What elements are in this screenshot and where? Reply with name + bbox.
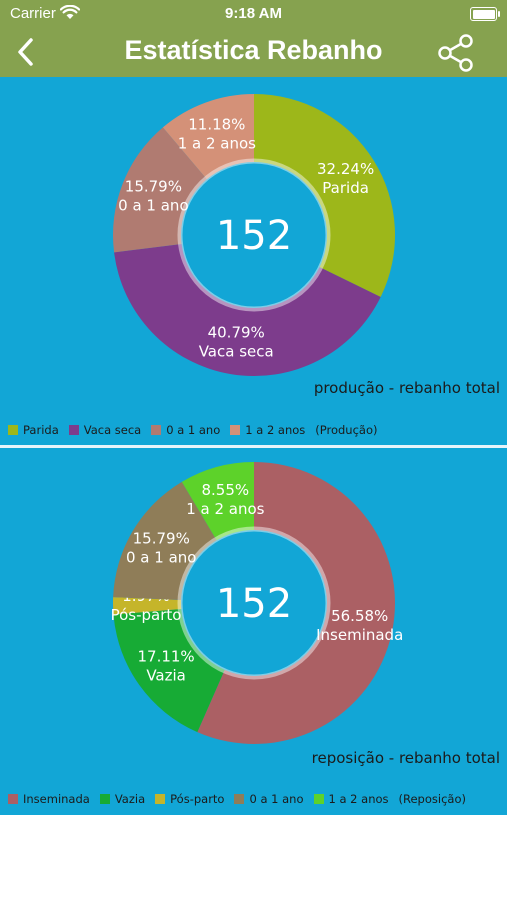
slice-0-a-1-ano[interactable]	[113, 127, 207, 253]
chart-legend: Parida Vaca seca 0 a 1 ano 1 a 2 anos (Produ…	[8, 423, 378, 437]
legend-item-vazia: Vazia	[99, 792, 146, 806]
legend-swatch	[99, 794, 110, 804]
slice-name-label: Vaca seca	[199, 343, 274, 361]
legend-label: Vaca seca	[83, 423, 142, 437]
wifi-icon	[59, 4, 81, 24]
legend-item-1-a-2-anos: 1 a 2 anos	[230, 423, 305, 437]
legend-label: 1 a 2 anos	[328, 792, 389, 806]
slice-0-a-1-ano[interactable]	[113, 481, 217, 600]
carrier-label: Carrier	[10, 5, 56, 22]
slice-parida[interactable]	[254, 94, 395, 297]
page-title: Estatística Rebanho	[124, 35, 383, 65]
slice-percent-label: 32.24%	[317, 160, 374, 178]
legend-swatch	[8, 794, 18, 804]
legend-item-1-a-2-anos: 1 a 2 anos	[313, 792, 389, 806]
legend-label: 1 a 2 anos	[245, 423, 306, 437]
legend-label: 0 a 1 ano	[166, 423, 221, 437]
slice-name-label: 1 a 2 anos	[178, 135, 256, 153]
legend-label: Inseminada	[23, 792, 90, 806]
legend-label: Vazia	[114, 792, 146, 806]
slice-percent-label: 40.79%	[208, 324, 265, 342]
center-total-label: 152	[216, 581, 292, 627]
legend-swatch	[68, 425, 79, 435]
slice-percent-label: 17.11%	[137, 648, 194, 666]
slice-percent-label: 15.79%	[133, 530, 190, 548]
chart-caption: produção - rebanho total	[313, 379, 500, 397]
slice-pos-parto[interactable]	[113, 597, 182, 615]
slice-percent-label: 56.58%	[331, 607, 388, 625]
slice-percent-label: 11.18%	[188, 116, 245, 134]
legend-item-inseminada: Inseminada	[8, 792, 90, 806]
slice-name-label: Inseminada	[316, 626, 403, 644]
legend-swatch	[234, 794, 245, 804]
legend-swatch	[230, 425, 241, 435]
slice-name-label: Parida	[322, 179, 369, 197]
legend-suffix: (Produção)	[315, 423, 378, 437]
legend-label: 0 a 1 ano	[249, 792, 304, 806]
slice-inseminada[interactable]	[197, 462, 395, 744]
legend-item-0-a-1-ano: 0 a 1 ano	[234, 792, 304, 806]
legend-swatch	[313, 794, 324, 804]
slice-percent-label: 15.79%	[125, 178, 182, 196]
clock: 9:18 AM	[225, 5, 282, 22]
slice-name-label: Vazia	[146, 667, 186, 685]
legend-swatch	[155, 794, 166, 804]
battery-icon	[470, 7, 500, 21]
inner-ring	[177, 158, 331, 312]
legend-swatch	[151, 425, 162, 435]
replacement-donut-chart[interactable]: 56.58%Inseminada17.11%Vazia1.97%Pós-part…	[0, 448, 507, 815]
status-bar: Carrier 9:18 AM	[0, 0, 507, 28]
center-total-label: 152	[216, 213, 292, 259]
slice-name-label: Pós-parto	[111, 606, 182, 624]
slice-vazia[interactable]	[113, 609, 225, 733]
slice-name-label: 0 a 1 ano	[126, 549, 196, 567]
slice-name-label: 0 a 1 ano	[118, 197, 188, 215]
legend-item-pos-parto: Pós-parto	[155, 792, 224, 806]
slice-name-label: 1 a 2 anos	[186, 500, 264, 518]
legend-item-parida: Parida	[8, 423, 59, 437]
legend-item-vaca-seca: Vaca seca	[68, 423, 142, 437]
chart-legend: Inseminada Vazia Pós-parto 0 a 1 ano 1 a 2 a…	[8, 792, 466, 806]
divider	[0, 445, 507, 448]
slice-1-a-2-anos[interactable]	[162, 94, 254, 180]
slice-percent-label: 8.55%	[202, 481, 250, 499]
slice-1-a-2-anos[interactable]	[181, 462, 254, 541]
navigation-bar: Estatística Rebanho	[0, 28, 507, 77]
legend-suffix: (Reposição)	[398, 792, 466, 806]
chart-caption: reposição - rebanho total	[311, 749, 500, 767]
replacement-chart-panel: 56.58%Inseminada17.11%Vazia1.97%Pós-part…	[0, 448, 507, 815]
chevron-left-icon[interactable]	[12, 36, 40, 68]
legend-label: Parida	[23, 423, 59, 437]
slice-vaca-seca[interactable]	[114, 244, 381, 376]
production-chart-panel: 32.24% Parida 40.79% Vaca seca 15.79% 0 a 1 a…	[0, 77, 507, 445]
legend-item-0-a-1-ano: 0 a 1 ano	[151, 423, 220, 437]
inner-ring	[177, 526, 331, 680]
share-icon[interactable]	[435, 32, 477, 74]
legend-label: Pós-parto	[170, 792, 225, 806]
legend-swatch	[8, 425, 18, 435]
